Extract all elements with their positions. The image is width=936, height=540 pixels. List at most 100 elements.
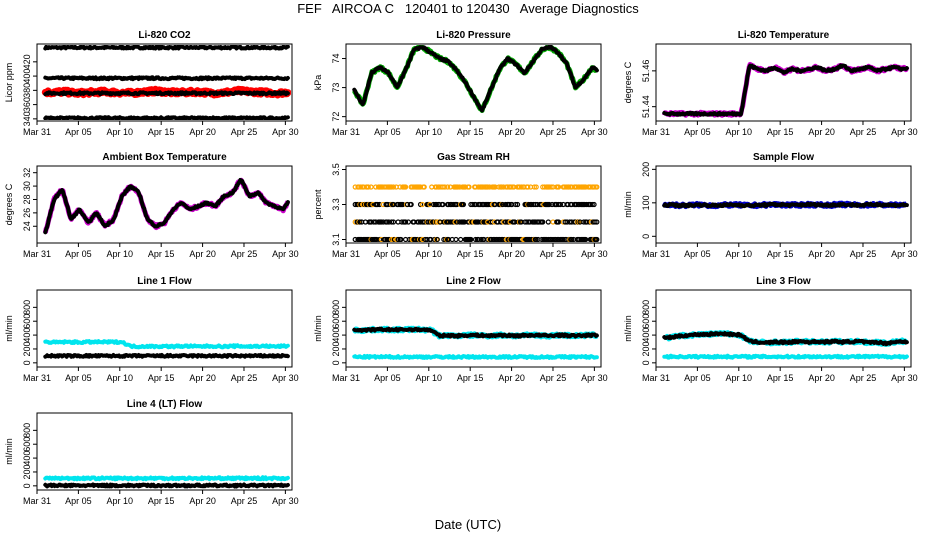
x-tick-label: Apr 10	[726, 373, 753, 383]
data-point	[485, 219, 491, 225]
data-point	[431, 236, 438, 242]
series-line	[352, 45, 599, 113]
y-tick-label: 3.3	[331, 198, 341, 211]
plot-area	[352, 184, 600, 242]
x-tick-label: Apr 25	[231, 373, 258, 383]
y-tick-label: 360	[22, 97, 32, 112]
data-point	[402, 184, 409, 190]
data-point	[421, 184, 427, 190]
x-tick-label: Apr 05	[65, 127, 92, 137]
y-tick-label: 74	[331, 54, 341, 64]
data-point	[560, 236, 566, 242]
series-line	[662, 331, 909, 347]
y-tick-label: 200	[22, 464, 32, 479]
series-line	[43, 45, 290, 51]
data-point	[384, 236, 390, 242]
x-tick-label: Apr 25	[540, 249, 567, 259]
data-point	[489, 219, 495, 225]
data-point	[550, 236, 556, 242]
data-point	[357, 219, 363, 225]
x-tick-label: Apr 05	[684, 127, 711, 137]
plot-frame	[36, 165, 293, 244]
panel-title: Li-820 Pressure	[436, 30, 511, 41]
data-point	[466, 184, 472, 190]
data-point	[352, 201, 358, 208]
plot-area	[352, 45, 599, 113]
data-point	[419, 236, 425, 242]
x-tick-label: Apr 30	[272, 249, 299, 259]
x-tick-label: Apr 25	[540, 127, 567, 137]
data-point	[533, 184, 539, 190]
data-point	[594, 236, 600, 242]
x-tick-label: Mar 31	[23, 496, 51, 506]
x-tick-label: Apr 20	[498, 249, 525, 259]
panel-title: Li-820 Temperature	[738, 30, 830, 41]
y-tick-label: 3.1	[331, 233, 341, 246]
y-tick-label: 200	[641, 341, 651, 356]
data-point	[591, 184, 597, 190]
x-tick-label: Apr 20	[498, 373, 525, 383]
x-tick-label: Apr 20	[808, 127, 835, 137]
y-tick-label: 600	[22, 437, 32, 452]
data-point	[533, 236, 539, 242]
y-tick-label: 800	[22, 423, 32, 438]
data-point	[390, 184, 397, 190]
data-point	[573, 184, 579, 190]
data-point	[384, 219, 390, 225]
data-point	[563, 184, 569, 190]
x-tick-label: Mar 31	[332, 373, 360, 383]
data-point	[440, 201, 446, 208]
x-tick-label: Apr 30	[272, 373, 299, 383]
data-point	[442, 184, 448, 190]
data-point	[545, 219, 551, 225]
y-tick-label: 26	[22, 208, 32, 218]
x-tick-label: Apr 10	[107, 496, 134, 506]
data-point	[475, 219, 481, 225]
x-tick-label: Mar 31	[642, 373, 670, 383]
data-point	[569, 236, 575, 242]
x-tick-label: Apr 30	[891, 127, 918, 137]
y-tick-label: 400	[641, 328, 651, 343]
x-tick-label: Mar 31	[332, 249, 360, 259]
data-point	[525, 184, 531, 190]
series-line	[43, 75, 290, 82]
x-tick-label: Apr 05	[65, 496, 92, 506]
y-tick-label: 51.44	[641, 95, 651, 118]
x-tick-label: Apr 05	[65, 249, 92, 259]
data-point	[564, 219, 570, 225]
y-tick-label: 800	[22, 300, 32, 315]
y-tick-label: 800	[641, 300, 651, 315]
data-point	[531, 184, 537, 190]
data-point	[365, 184, 371, 190]
data-point	[556, 184, 562, 190]
data-point	[388, 219, 395, 225]
plot-frame	[345, 289, 602, 368]
y-axis-label: degrees C	[623, 61, 633, 103]
data-point	[573, 201, 579, 208]
plot-area	[43, 339, 290, 359]
x-tick-label: Apr 25	[231, 249, 258, 259]
data-point	[518, 236, 524, 242]
y-tick-label: 3.5	[331, 163, 341, 176]
data-point	[355, 201, 361, 208]
data-point	[368, 184, 374, 190]
y-tick-label: 0	[22, 483, 32, 488]
data-point	[455, 184, 461, 190]
series-line	[662, 201, 909, 209]
data-point	[444, 184, 451, 190]
data-point	[594, 219, 600, 225]
y-tick-label: 420	[22, 54, 32, 69]
plot-area	[662, 330, 909, 360]
x-tick-label: Apr 30	[891, 249, 918, 259]
x-tick-label: Apr 25	[850, 373, 877, 383]
x-tick-label: Apr 25	[231, 127, 258, 137]
plot-frame	[36, 289, 293, 368]
data-point	[589, 201, 595, 208]
data-point	[496, 184, 502, 190]
x-tick-label: Mar 31	[642, 127, 670, 137]
panel-title: Line 1 Flow	[137, 276, 192, 287]
data-point	[402, 219, 409, 225]
